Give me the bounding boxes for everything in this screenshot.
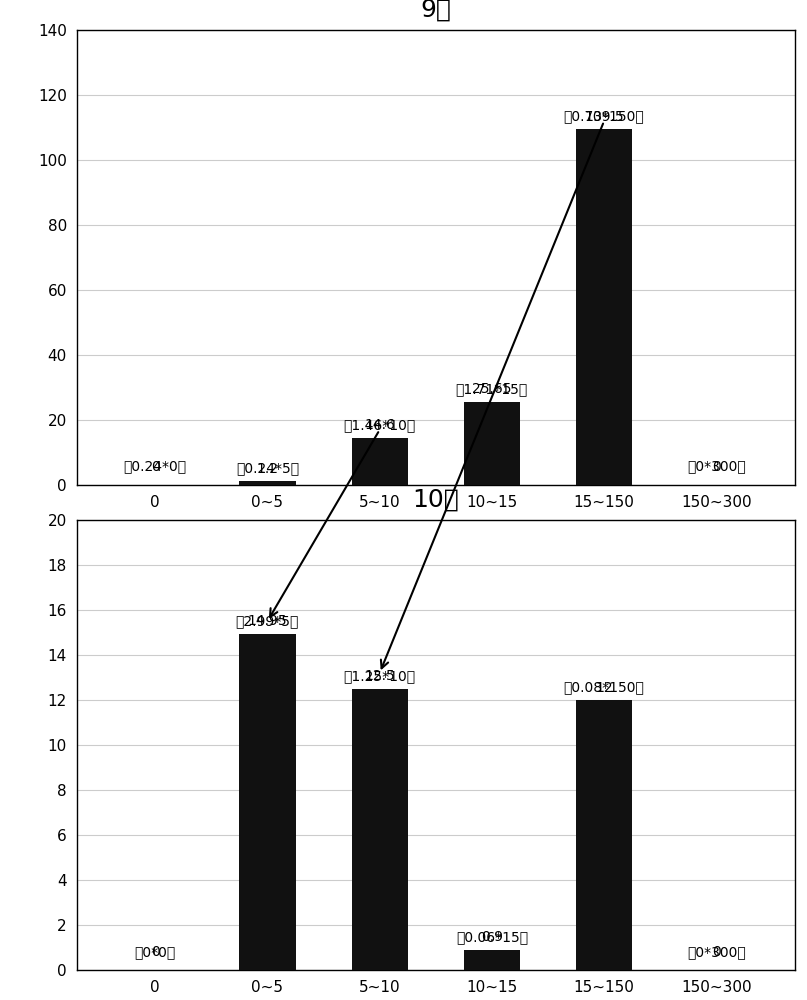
Text: 25.65: 25.65 xyxy=(472,382,512,396)
Bar xyxy=(464,402,520,485)
Text: 0.9: 0.9 xyxy=(481,930,503,944)
Text: （0.24*5）: （0.24*5） xyxy=(236,445,299,476)
Text: 14.95: 14.95 xyxy=(248,614,287,628)
Text: （1.46*10）: （1.46*10） xyxy=(344,402,416,432)
Text: （0*300）: （0*300） xyxy=(687,929,746,959)
Bar xyxy=(576,129,632,485)
Text: （1.71*15）: （1.71*15） xyxy=(456,366,528,396)
Text: 0: 0 xyxy=(151,460,160,474)
Bar xyxy=(576,700,632,970)
Text: （0.73*150）: （0.73*150） xyxy=(564,93,645,124)
Title: 10月: 10月 xyxy=(412,487,459,511)
Text: 109.5: 109.5 xyxy=(584,110,624,124)
Text: 1.2: 1.2 xyxy=(257,462,278,476)
Text: （0.08*150）: （0.08*150） xyxy=(563,664,645,695)
Text: 12.5: 12.5 xyxy=(364,669,395,683)
Text: 0: 0 xyxy=(712,460,721,474)
Text: 12: 12 xyxy=(596,681,613,695)
Title: 9月: 9月 xyxy=(420,0,451,21)
Bar xyxy=(240,481,295,485)
Text: 0: 0 xyxy=(151,945,160,959)
Text: （0.24*0）: （0.24*0） xyxy=(123,443,186,474)
Text: （1.25*10）: （1.25*10） xyxy=(344,653,416,683)
Bar xyxy=(352,438,408,485)
Bar xyxy=(464,950,520,970)
Text: （2.99*5）: （2.99*5） xyxy=(236,598,299,628)
Text: 0: 0 xyxy=(712,945,721,959)
Text: （0*0）: （0*0） xyxy=(135,929,176,959)
Text: （0*300）: （0*300） xyxy=(687,443,746,474)
Bar xyxy=(240,634,295,970)
Text: 14.6: 14.6 xyxy=(364,418,395,432)
Bar xyxy=(352,689,408,970)
Text: （0.06*15）: （0.06*15） xyxy=(456,914,528,944)
